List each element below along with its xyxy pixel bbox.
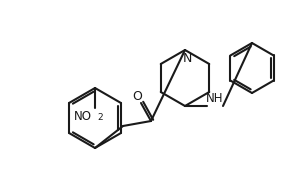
Text: 2: 2 [97,113,103,122]
Text: NH: NH [206,92,224,105]
Text: NO: NO [74,110,92,122]
Text: O: O [132,90,142,103]
Text: N: N [182,52,192,66]
